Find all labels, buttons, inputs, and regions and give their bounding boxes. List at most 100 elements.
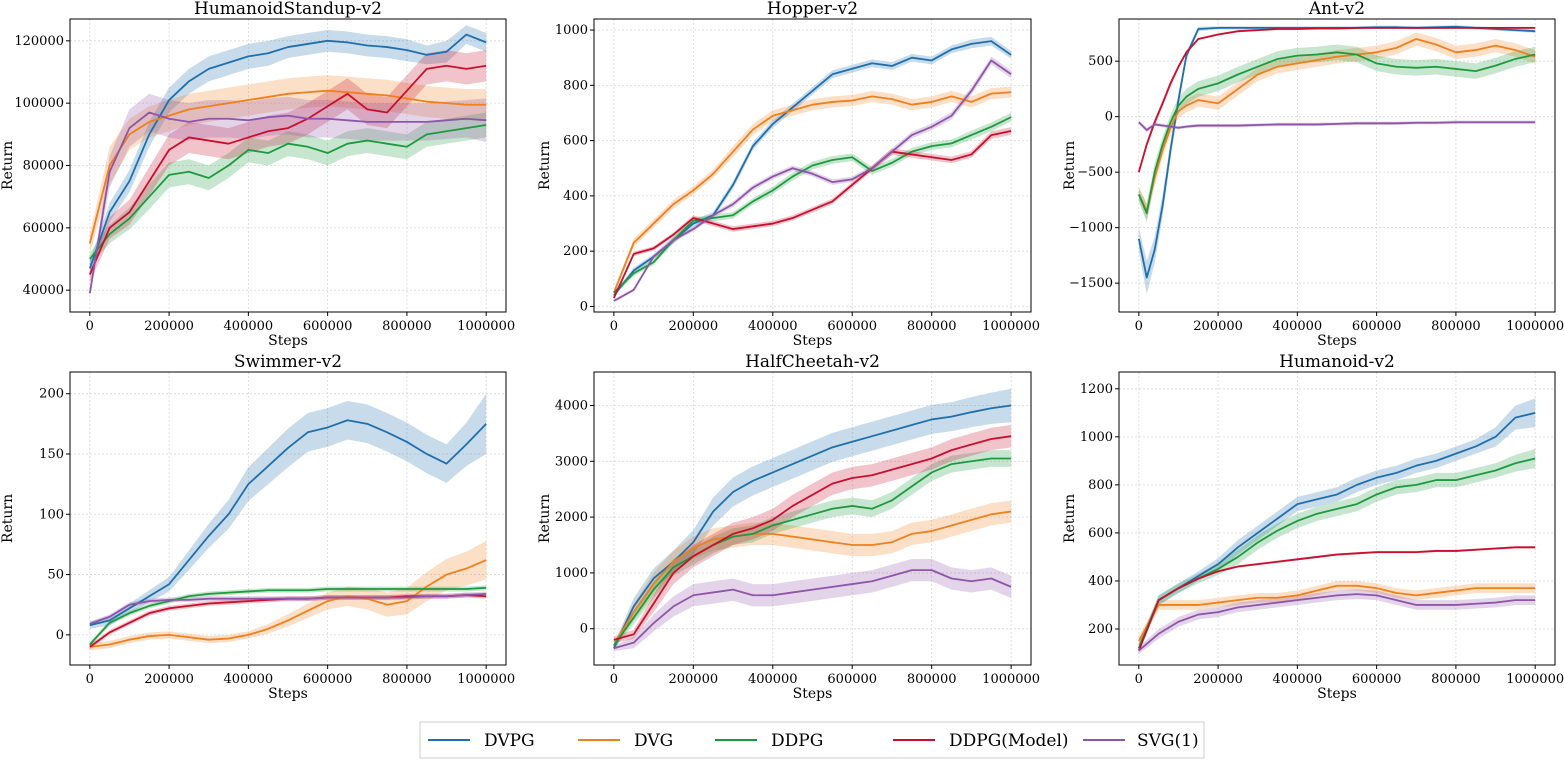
y-tick-label: 800 (1088, 478, 1113, 493)
series-line-ant-v2-dvpg (1137, 25, 1536, 279)
x-tick-label: 0 (610, 672, 618, 687)
x-tick-label: 1000000 (1506, 672, 1564, 687)
band-ant-v2-ddpg (1138, 44, 1536, 223)
y-tick-label: 50 (47, 568, 64, 583)
y-tick-label: −1500 (1069, 276, 1113, 291)
x-tick-label: 800000 (382, 672, 432, 687)
y-axis-label: Return (1062, 494, 1078, 543)
plot-area (1137, 398, 1536, 655)
x-tick-label: 800000 (907, 672, 957, 687)
x-tick-label: 400000 (224, 319, 274, 334)
series-line-swimmer-v2-svg-1 (89, 592, 487, 625)
plot-area (613, 36, 1012, 303)
band-halfcheetah-v2-dvg (613, 500, 1012, 649)
panel-title: Swimmer-v2 (234, 352, 342, 372)
y-tick-label: 600 (1088, 526, 1113, 541)
x-tick-label: 400000 (1273, 672, 1323, 687)
x-tick-label: 1000000 (982, 319, 1040, 334)
x-axis-label: Steps (1317, 333, 1357, 349)
y-tick-label: 1000 (1080, 430, 1113, 445)
x-axis-label: Steps (793, 333, 833, 349)
x-tick-label: 0 (1135, 319, 1143, 334)
y-tick-label: 1000 (555, 23, 588, 38)
series-line-halfcheetah-v2-svg-1 (613, 569, 1012, 650)
series-line-halfcheetah-v2-dvpg (613, 404, 1012, 649)
y-tick-label: 800 (563, 78, 588, 93)
y-tick-label: 200 (39, 387, 64, 402)
band-humanoid-v2-dvg (1138, 580, 1536, 646)
x-tick-label: 1000000 (457, 672, 515, 687)
band-humanoidstandup-v2-ddpg-model (89, 50, 487, 283)
y-tick-label: 0 (1105, 110, 1113, 125)
y-tick-label: 1000 (555, 566, 588, 581)
legend: DVPG DVG DDPG DDPG(Model) SVG(1) (419, 721, 1205, 759)
plot-frame (1118, 371, 1556, 666)
y-tick-label: 40000 (23, 283, 64, 298)
series-line-humanoid-v2-dvg (1138, 584, 1536, 642)
band-humanoid-v2-svg-1 (1138, 589, 1536, 655)
band-humanoidstandup-v2-dvg (89, 75, 487, 253)
plot-frame (69, 371, 507, 666)
series-line-ant-v2-dvg (1138, 38, 1536, 212)
plot-area (1137, 25, 1536, 295)
panel-title: Humanoid-v2 (1279, 352, 1395, 372)
x-tick-label: 600000 (303, 319, 353, 334)
plot-area (88, 25, 487, 297)
series-line-hopper-v2-ddpg-model (613, 130, 1012, 299)
series-line-hopper-v2-dvg (613, 91, 1012, 293)
y-tick-label: 100000 (14, 96, 64, 111)
y-tick-label: 2000 (555, 510, 588, 525)
band-halfcheetah-v2-ddpg (613, 450, 1012, 649)
series-line-swimmer-v2-ddpg (89, 586, 487, 646)
x-axis-label: Steps (793, 686, 833, 702)
x-tick-label: 400000 (1273, 319, 1323, 334)
legend-frame (419, 721, 1205, 759)
x-tick-label: 0 (1135, 672, 1143, 687)
band-humanoid-v2-dvpg (1138, 398, 1536, 653)
x-tick-label: 1000000 (1506, 319, 1564, 334)
series-line-ant-v2-ddpg (1137, 51, 1536, 215)
plot-area (89, 393, 487, 651)
x-tick-label: 800000 (907, 319, 957, 334)
y-axis-label: Return (1062, 141, 1078, 190)
subplot-humanoid-v2: 0 200000 400000 600000 800000 1000000 200 400 60… (1062, 352, 1564, 702)
y-tick-label: 4000 (555, 398, 588, 413)
x-tick-label: 800000 (1431, 319, 1481, 334)
series-line-hopper-v2-svg-1 (613, 59, 1012, 302)
x-tick-label: 600000 (303, 672, 353, 687)
y-tick-label: −500 (1077, 165, 1113, 180)
y-tick-label: 0 (580, 622, 588, 637)
band-hopper-v2-ddpg (613, 112, 1012, 295)
series-line-halfcheetah-v2-ddpg (613, 457, 1012, 646)
y-tick-label: 0 (580, 299, 588, 314)
y-tick-label: 200 (563, 244, 588, 259)
band-humanoidstandup-v2-ddpg (89, 112, 487, 266)
y-tick-label: −1000 (1069, 221, 1113, 236)
x-tick-label: 400000 (748, 672, 798, 687)
series-line-humanoidstandup-v2-svg-1 (88, 111, 487, 294)
subplot-grid: 0 200000 400000 600000 800000 100000040000600… (0, 0, 1564, 702)
y-tick-label: 0 (56, 628, 64, 643)
legend-label-dvpg: DVPG (484, 731, 535, 751)
x-tick-label: 600000 (827, 672, 877, 687)
y-tick-label: 60000 (23, 221, 64, 236)
x-tick-label: 600000 (827, 319, 877, 334)
plot-frame (593, 18, 1032, 313)
legend-label-ddpg-model: DDPG(Model) (949, 731, 1069, 751)
series-line-hopper-v2-ddpg (613, 116, 1012, 294)
plot-frame (1118, 18, 1556, 313)
band-humanoidstandup-v2-svg-1 (89, 93, 487, 297)
series-line-humanoidstandup-v2-dvpg (88, 33, 487, 269)
series-line-ant-v2-svg-1 (1138, 121, 1536, 131)
x-tick-label: 200000 (668, 319, 718, 334)
x-tick-label: 0 (86, 319, 94, 334)
x-tick-label: 200000 (1193, 672, 1243, 687)
panel-title: HalfCheetah-v2 (745, 352, 880, 372)
series-line-ant-v2-ddpg-model (1137, 26, 1536, 173)
x-tick-label: 800000 (382, 319, 432, 334)
band-hopper-v2-dvpg (613, 36, 1012, 298)
y-tick-label: 100 (39, 507, 64, 522)
series-line-humanoid-v2-ddpg-model (1137, 546, 1536, 651)
series-line-halfcheetah-v2-dvg (613, 510, 1012, 646)
y-tick-label: 1200 (1080, 382, 1113, 397)
